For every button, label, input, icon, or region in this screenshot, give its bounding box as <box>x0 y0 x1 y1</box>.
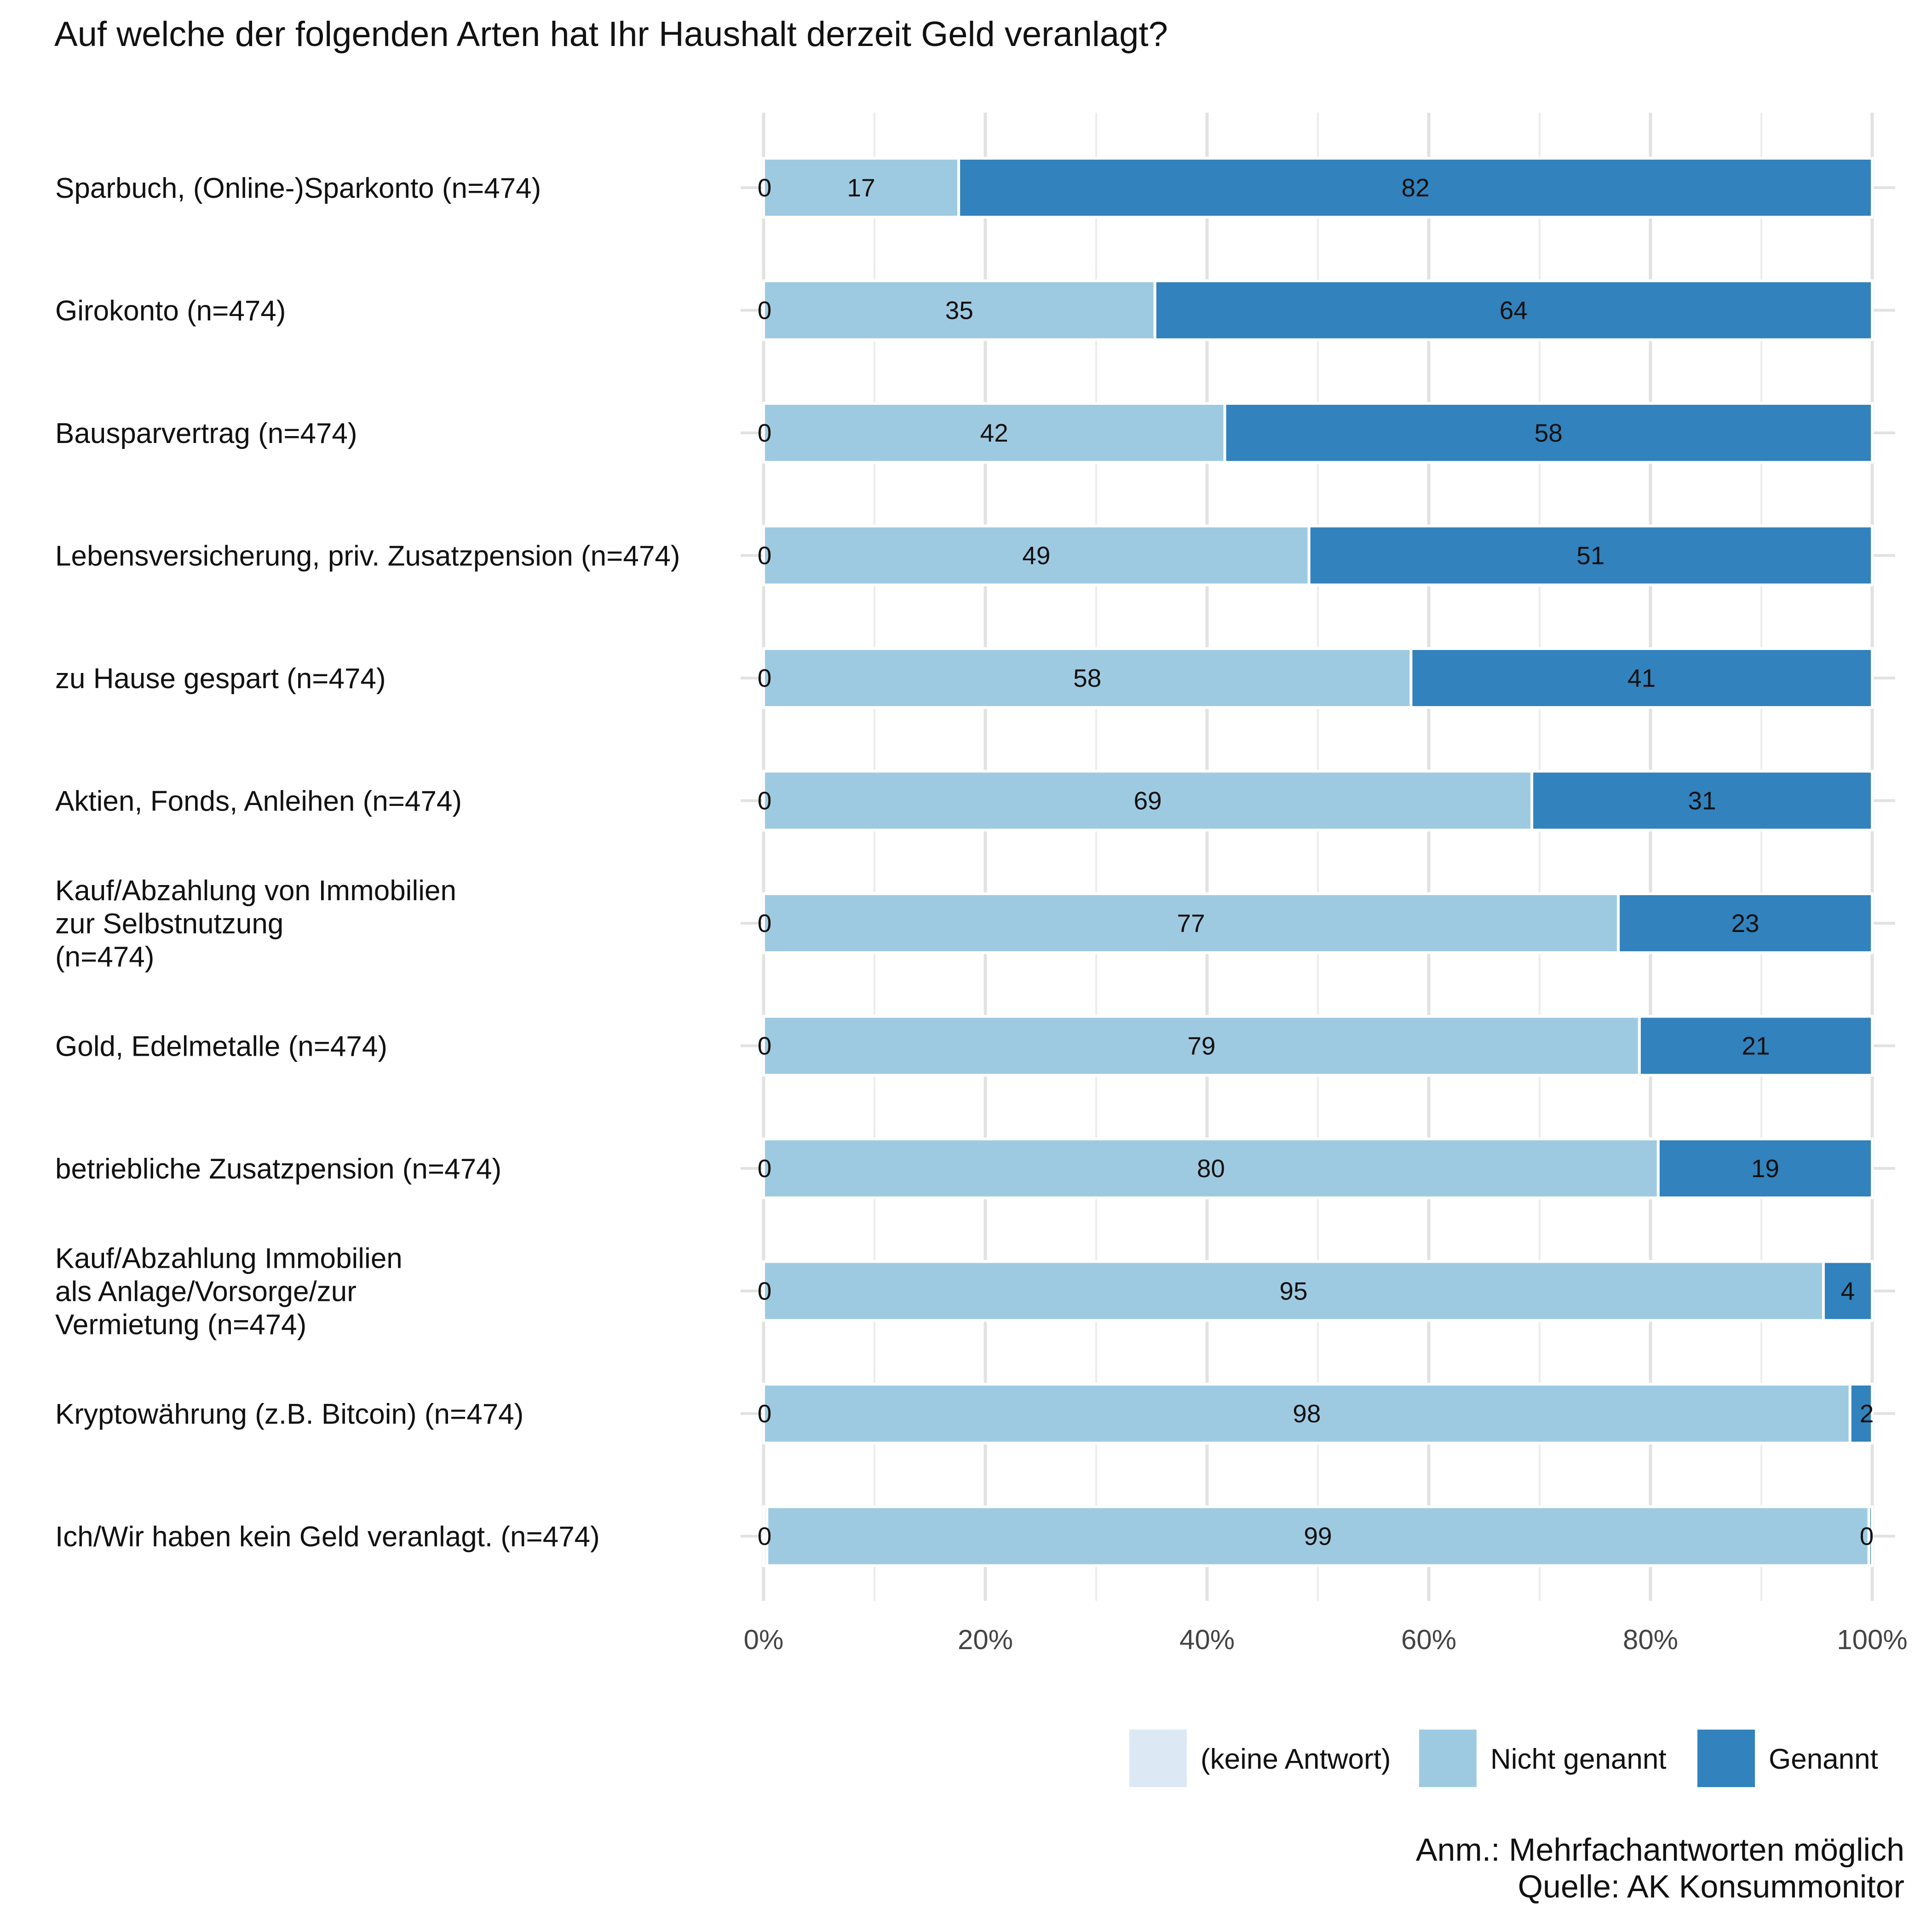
data-label-2-series-0: 0 <box>758 419 772 447</box>
bar-10-series-2 <box>1848 1383 1874 1444</box>
data-label-2-series-1: 42 <box>980 419 1008 447</box>
category-label-1: Girokonto (n=474) <box>55 295 286 327</box>
data-label-5-series-0: 0 <box>758 787 772 815</box>
legend-label-0: (keine Antwort) <box>1201 1743 1391 1775</box>
data-label-7-series-0: 0 <box>758 1032 772 1060</box>
bar-0-series-1 <box>762 157 960 218</box>
data-label-9-series-0: 0 <box>758 1277 772 1305</box>
category-label-8: betriebliche Zusatzpension (n=474) <box>55 1153 501 1185</box>
data-label-10-series-1: 98 <box>1293 1399 1321 1428</box>
data-label-0-series-1: 17 <box>847 173 875 202</box>
data-label-6-series-0: 0 <box>758 909 772 937</box>
category-label-0: Sparbuch, (Online-)Sparkonto (n=474) <box>55 172 541 204</box>
data-label-5-series-1: 69 <box>1133 787 1162 815</box>
category-label-6: Kauf/Abzahlung von Immobilien zur Selbstn… <box>55 875 456 973</box>
bar-10-series-1 <box>762 1383 1852 1444</box>
legend-swatch-2 <box>1697 1730 1755 1787</box>
category-label-10: Kryptowährung (z.B. Bitcoin) (n=474) <box>55 1398 523 1430</box>
note-0: Anm.: Mehrfachantworten möglich <box>1416 1832 1904 1868</box>
data-label-6-series-2: 23 <box>1731 909 1759 937</box>
x-tick-label-60: 60% <box>1401 1624 1456 1655</box>
bar-8-series-2 <box>1656 1138 1874 1199</box>
category-label-4: zu Hause gespart (n=474) <box>55 663 386 695</box>
legend-swatch-0 <box>1129 1730 1187 1787</box>
category-label-5: Aktien, Fonds, Anleihen (n=474) <box>55 786 462 817</box>
data-label-2-series-2: 58 <box>1535 419 1563 447</box>
data-label-3-series-2: 51 <box>1576 541 1604 570</box>
bar-0-series-2 <box>957 157 1874 218</box>
bar-5-series-1 <box>762 770 1534 832</box>
x-tick-label-80: 80% <box>1623 1624 1678 1655</box>
x-tick-label-100: 100% <box>1837 1624 1907 1655</box>
category-label-2: Bausparvertrag (n=474) <box>55 418 357 449</box>
data-label-4-series-1: 58 <box>1073 664 1101 692</box>
bar-1-series-2 <box>1153 279 1874 341</box>
data-label-5-series-2: 31 <box>1688 787 1716 815</box>
data-label-3-series-0: 0 <box>758 541 772 570</box>
legend-swatch-1 <box>1419 1730 1477 1787</box>
category-labels: Sparbuch, (Online-)Sparkonto (n=474) Giro… <box>55 172 680 1553</box>
category-label-9: Kauf/Abzahlung Immobilien als Anlage/Vors… <box>55 1243 402 1341</box>
data-label-1-series-2: 64 <box>1500 296 1528 325</box>
data-label-3-series-1: 49 <box>1022 541 1050 570</box>
bar-7-series-2 <box>1638 1015 1874 1077</box>
bar-2-series-1 <box>762 402 1226 464</box>
data-label-1-series-1: 35 <box>945 296 973 325</box>
bar-7-series-1 <box>762 1015 1641 1077</box>
category-label-7: Gold, Edelmetalle (n=474) <box>55 1031 387 1063</box>
data-label-11-series-1: 99 <box>1304 1522 1332 1551</box>
bar-5-series-2 <box>1530 770 1874 832</box>
bar-1-series-1 <box>762 279 1156 341</box>
data-label-7-series-2: 21 <box>1742 1032 1770 1060</box>
category-label-11: Ich/Wir haben kein Geld veranlagt. (n=47… <box>55 1521 600 1553</box>
data-label-8-series-2: 19 <box>1751 1154 1779 1183</box>
data-label-9-series-1: 95 <box>1279 1277 1307 1305</box>
bar-11-series-2 <box>1867 1505 1874 1567</box>
data-label-0-series-2: 82 <box>1401 173 1429 202</box>
bars: 0 17 820 35 640 42 580 49 510 58 410 69 310 77 230 79 21… <box>758 157 1874 1567</box>
bar-4-series-1 <box>762 647 1413 709</box>
x-tick-label-0: 0% <box>744 1624 784 1655</box>
bar-4-series-2 <box>1409 647 1874 709</box>
data-label-11-series-2: 0 <box>1860 1522 1874 1551</box>
note-1: Quelle: AK Konsummonitor <box>1518 1869 1904 1904</box>
x-axis: 0% 20% 40% 60% 80% 100% <box>744 1624 1908 1655</box>
legend-label-2: Genannt <box>1769 1743 1878 1775</box>
bar-3-series-2 <box>1307 524 1874 586</box>
data-label-8-series-1: 80 <box>1197 1154 1225 1183</box>
category-label-3: Lebensversicherung, priv. Zusatzpension … <box>55 540 680 572</box>
bar-9-series-2 <box>1822 1260 1874 1322</box>
bar-6-series-2 <box>1617 892 1874 954</box>
data-label-4-series-2: 41 <box>1627 664 1656 692</box>
data-label-7-series-1: 79 <box>1187 1032 1215 1060</box>
legend: (keine Antwort) Nicht genannt Genannt <box>1129 1730 1878 1787</box>
data-label-10-series-0: 0 <box>758 1399 772 1428</box>
data-label-8-series-0: 0 <box>758 1154 772 1183</box>
data-label-0-series-0: 0 <box>758 173 772 202</box>
data-label-10-series-2: 2 <box>1860 1399 1874 1428</box>
bar-6-series-1 <box>762 892 1620 954</box>
bar-3-series-1 <box>762 524 1311 586</box>
data-label-1-series-0: 0 <box>758 296 772 325</box>
x-tick-label-40: 40% <box>1179 1624 1235 1655</box>
bar-8-series-1 <box>762 1138 1660 1199</box>
chart-title: Auf welche der folgenden Arten hat Ihr H… <box>54 15 1168 54</box>
data-label-4-series-0: 0 <box>758 664 772 692</box>
data-label-6-series-1: 77 <box>1177 909 1205 937</box>
bar-2-series-2 <box>1223 402 1874 464</box>
data-label-11-series-0: 0 <box>758 1522 772 1551</box>
data-label-9-series-2: 4 <box>1841 1277 1855 1305</box>
legend-label-1: Nicht genannt <box>1490 1743 1667 1775</box>
x-tick-label-20: 20% <box>958 1624 1013 1655</box>
